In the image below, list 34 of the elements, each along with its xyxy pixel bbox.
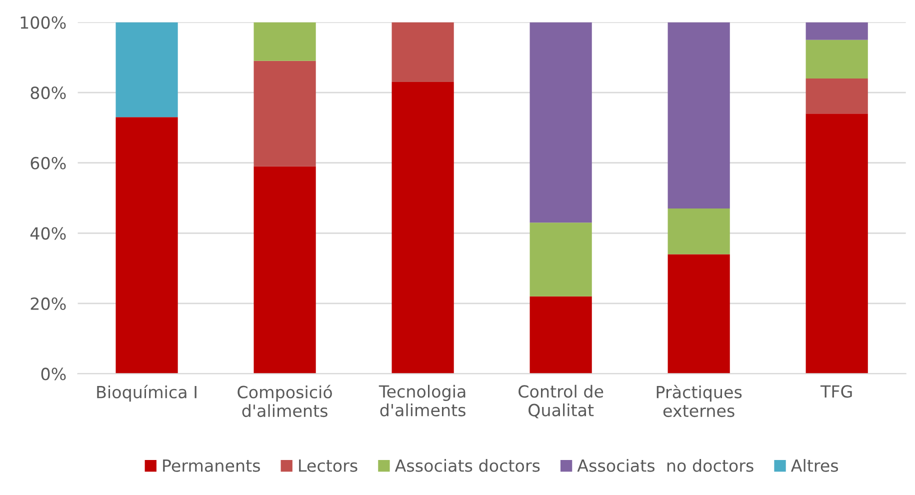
- bar: [806, 114, 868, 374]
- bar: [806, 40, 868, 79]
- x-tick-label: Composició d'aliments: [238, 384, 332, 418]
- legend-label: Associats no doctors: [577, 459, 754, 472]
- x-tick-label: Pràctiques externes: [656, 384, 742, 418]
- bar: [530, 222, 592, 296]
- legend-label: Altres: [790, 459, 838, 472]
- bar: [116, 117, 178, 374]
- bar: [668, 22, 730, 209]
- x-tick-label: TFG: [820, 385, 852, 398]
- bar: [530, 22, 592, 223]
- bar: [392, 82, 454, 374]
- legend-label: Lectors: [299, 460, 358, 472]
- x-tick-label: Control de Qualitat: [518, 384, 604, 418]
- bar: [254, 166, 316, 374]
- bar: [806, 22, 868, 40]
- bar: [116, 22, 178, 118]
- y-tick-label: 80%: [30, 86, 66, 100]
- bar: [254, 60, 316, 166]
- bar: [668, 254, 730, 374]
- y-tick-label: 40%: [30, 227, 66, 240]
- y-tick-label: 100%: [20, 16, 66, 29]
- bar: [668, 208, 730, 254]
- x-tick-label: Tecnologia d'aliments: [378, 384, 466, 416]
- bar: [530, 296, 592, 374]
- bar: [806, 78, 868, 114]
- y-tick-label: 60%: [30, 156, 66, 170]
- bar: [392, 22, 454, 82]
- x-tick-label: Bioquímica I: [97, 384, 196, 402]
- legend-label: Permanents: [163, 460, 260, 472]
- legend-label: Associats doctors: [394, 459, 540, 472]
- bar: [254, 22, 316, 61]
- y-tick-label: 0%: [41, 368, 66, 380]
- y-tick-label: 20%: [30, 297, 66, 310]
